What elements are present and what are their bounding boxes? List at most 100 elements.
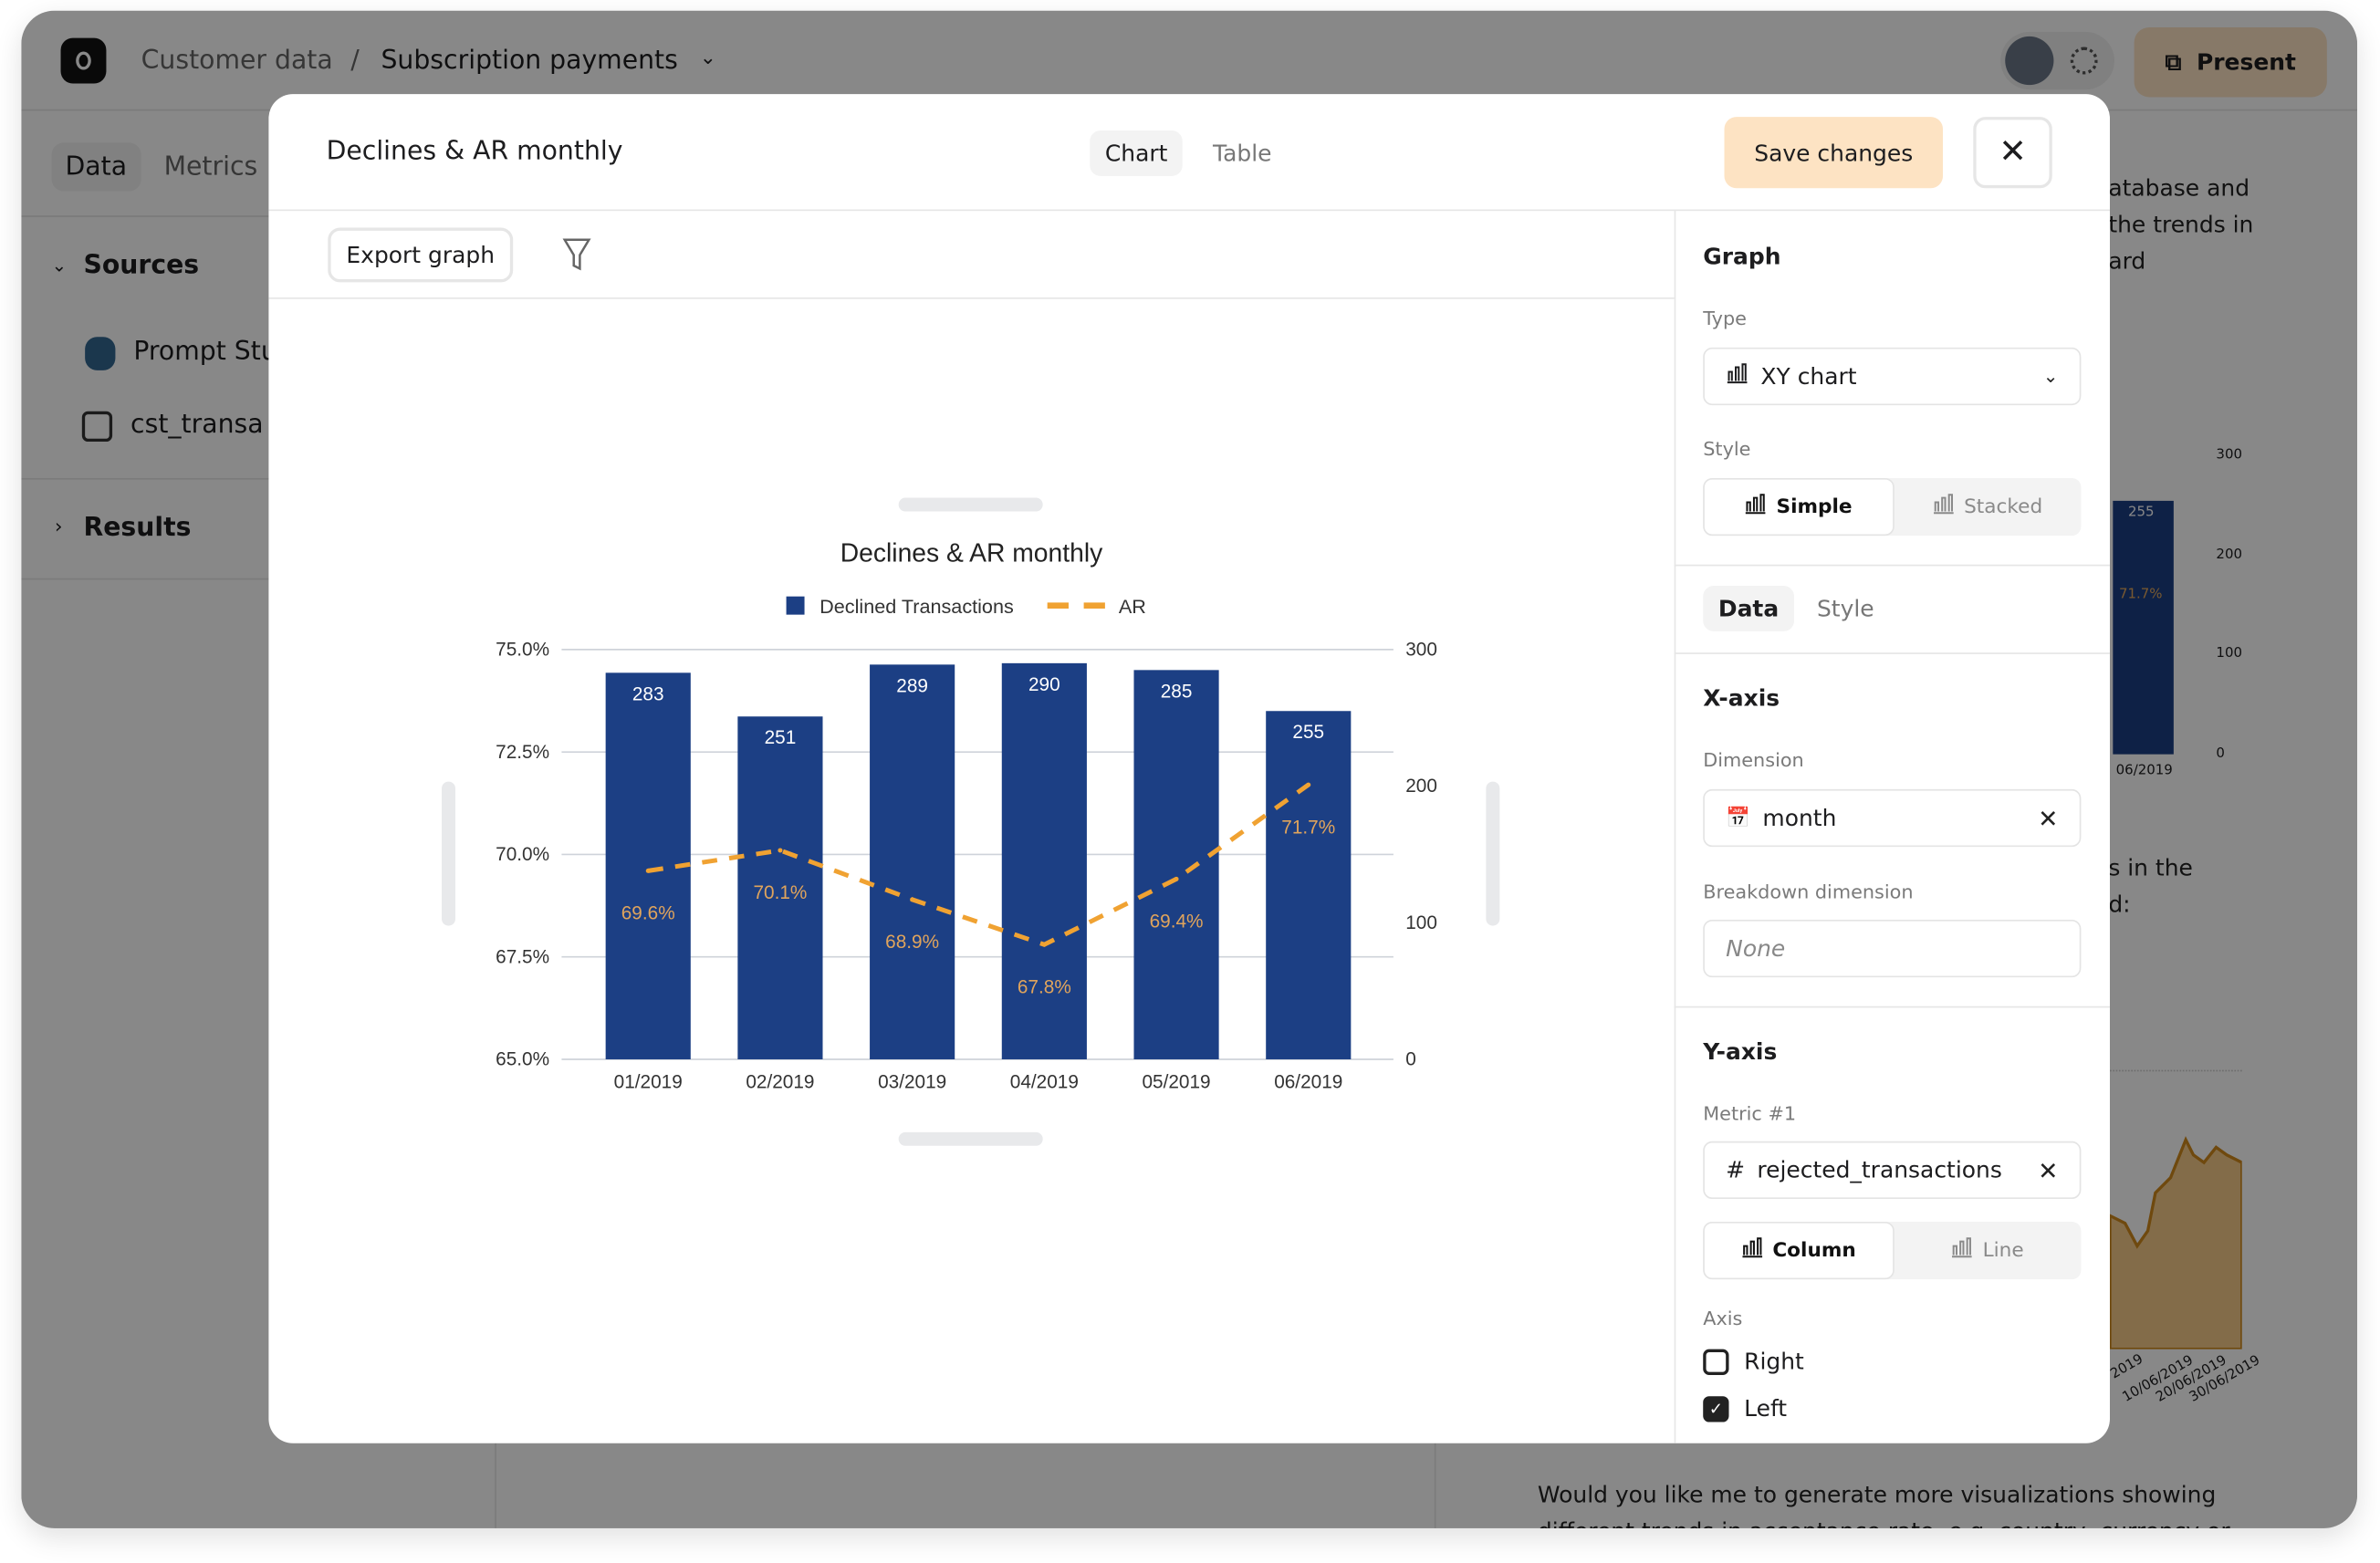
chevron-down-icon[interactable]: ⌄ [699, 47, 716, 70]
bar-value-label: 290 [1028, 674, 1060, 695]
breadcrumb-current[interactable]: Subscription payments [381, 45, 678, 77]
right-axis-tick: 0 [1405, 1049, 1416, 1070]
app-logo[interactable] [60, 37, 107, 84]
chat-text: s in the d: [2108, 854, 2193, 919]
bar-chart-icon [1740, 1237, 1763, 1265]
bar-declined [870, 664, 955, 1059]
bar-value-label: 285 [1161, 681, 1193, 702]
bar-declined [1266, 711, 1352, 1059]
x-axis-tick: 02/2019 [746, 1072, 814, 1093]
style-stacked-option[interactable]: Stacked [1894, 478, 2081, 536]
chevron-down-icon[interactable]: ⌄ [51, 255, 68, 276]
resize-handle-top[interactable] [898, 497, 1043, 512]
x-axis-tick: 05/2019 [1142, 1072, 1210, 1093]
style-simple-option[interactable]: Simple [1703, 477, 1894, 537]
clear-icon[interactable]: ✕ [2038, 1155, 2059, 1185]
x-axis-heading: X-axis [1703, 684, 1780, 713]
ar-value-label: 71.7% [1281, 817, 1335, 838]
dimension-field[interactable]: 📅 month ✕ [1703, 788, 2082, 848]
axis-label: Axis [1703, 1307, 1743, 1330]
chevron-right-icon[interactable]: › [54, 516, 63, 539]
present-button[interactable]: ⧉ Present [2134, 26, 2327, 98]
graph-heading: Graph [1703, 243, 1781, 271]
sidebar-tab-metrics[interactable]: Metrics [163, 151, 258, 182]
save-changes-button[interactable]: Save changes [1724, 117, 1944, 189]
tab-table[interactable]: Table [1212, 140, 1272, 167]
external-link-icon: ⧉ [2165, 48, 2182, 77]
bar-chart-icon [1932, 494, 1955, 521]
results-heading[interactable]: Results [83, 513, 192, 544]
resize-handle-right[interactable] [1486, 781, 1500, 926]
bar-declined [1001, 662, 1087, 1059]
bar-value-label: 283 [632, 683, 664, 704]
close-icon: ✕ [1999, 133, 2027, 172]
resize-handle-left[interactable] [442, 781, 455, 926]
clear-icon[interactable]: ✕ [2038, 803, 2059, 833]
sources-heading[interactable]: Sources [83, 250, 200, 281]
left-axis-tick: 75.0% [496, 640, 549, 661]
close-button[interactable]: ✕ [1973, 117, 2052, 189]
panel-tab-data[interactable]: Data [1703, 586, 1794, 631]
breadcrumb-separator: / [350, 45, 360, 77]
axis-left-checkbox[interactable]: ✓ Left [1703, 1395, 1787, 1422]
metric-type-segmented-control: Column Line [1703, 1221, 2082, 1280]
calendar-icon: 📅 [1726, 807, 1751, 829]
chat-text: atabase and the trends in ard [2108, 174, 2254, 276]
bar-declined [737, 716, 823, 1059]
bar-value-label: 255 [1292, 722, 1324, 743]
bar-chart-icon [1745, 494, 1768, 521]
ar-value-label: 70.1% [753, 882, 807, 903]
dimension-label: Dimension [1703, 748, 1804, 771]
postgres-icon [85, 337, 116, 370]
left-axis-tick: 70.0% [496, 844, 549, 865]
right-axis-tick: 200 [1405, 776, 1437, 797]
filter-icon[interactable] [561, 236, 591, 279]
chart-settings-panel: Graph Type XY chart ⌄ Style Simple Stacke… [1674, 210, 2110, 1443]
metric-field[interactable]: # rejected_transactions ✕ [1703, 1141, 2082, 1200]
y-axis-heading: Y-axis [1703, 1037, 1778, 1066]
table-icon [81, 411, 113, 443]
source-item[interactable]: Prompt Stu [133, 337, 277, 368]
sidebar-tab-data[interactable]: Data [51, 142, 141, 192]
axis-right-checkbox[interactable]: Right [1703, 1348, 1804, 1375]
type-label: Type [1703, 306, 1747, 329]
collaborators[interactable] [2000, 31, 2114, 90]
ar-value-label: 67.8% [1018, 976, 1071, 997]
hash-icon: # [1726, 1156, 1746, 1184]
chart-title: Declines & AR monthly [840, 537, 1103, 567]
loading-icon [2070, 47, 2098, 75]
declines-ar-chart: Declines & AR monthly Declined Transacti… [496, 537, 1437, 1093]
breakdown-label: Breakdown dimension [1703, 880, 1914, 903]
metric-line-option[interactable]: Line [1894, 1222, 2081, 1279]
ar-line [647, 783, 1310, 947]
left-axis-tick: 67.5% [496, 946, 549, 967]
export-graph-button[interactable]: Export graph [328, 227, 514, 283]
legend-swatch-declined [786, 596, 805, 615]
background-area-chart: 2019 10/06/2019 20/06/2019 30/06/2019 [2108, 1069, 2263, 1406]
x-axis-tick: 03/2019 [878, 1072, 946, 1093]
ar-point [778, 848, 783, 853]
source-item[interactable]: cst_transa [130, 410, 264, 441]
right-axis-tick: 100 [1405, 912, 1437, 933]
ar-value-label: 69.6% [621, 903, 675, 924]
chart-editor-modal: Declines & AR monthly Chart Table Save c… [268, 94, 2110, 1443]
tab-chart[interactable]: Chart [1090, 130, 1184, 176]
chart-type-select[interactable]: XY chart ⌄ [1703, 347, 2082, 406]
x-axis-tick: 04/2019 [1010, 1072, 1079, 1093]
background-chart: 255 71.7% 300 200 100 0 06/2019 [2110, 448, 2247, 778]
ar-value-label: 69.4% [1150, 912, 1204, 933]
panel-tab-style[interactable]: Style [1816, 595, 1874, 622]
modal-title: Declines & AR monthly [326, 136, 623, 167]
chat-text: Would you like me to generate more visua… [1537, 1481, 2230, 1528]
checkmark-icon: ✓ [1703, 1395, 1729, 1422]
metric-column-option[interactable]: Column [1703, 1221, 1894, 1280]
checkbox-unchecked-icon [1703, 1348, 1729, 1375]
breadcrumb-parent[interactable]: Customer data [141, 45, 333, 77]
breakdown-dimension-field[interactable]: None [1703, 919, 2082, 978]
chevron-down-icon: ⌄ [2042, 365, 2059, 388]
resize-handle-bottom[interactable] [898, 1131, 1043, 1146]
x-axis-tick: 01/2019 [614, 1072, 683, 1093]
style-label: Style [1703, 437, 1751, 460]
ar-value-label: 68.9% [885, 932, 939, 953]
left-axis-tick: 65.0% [496, 1049, 549, 1070]
